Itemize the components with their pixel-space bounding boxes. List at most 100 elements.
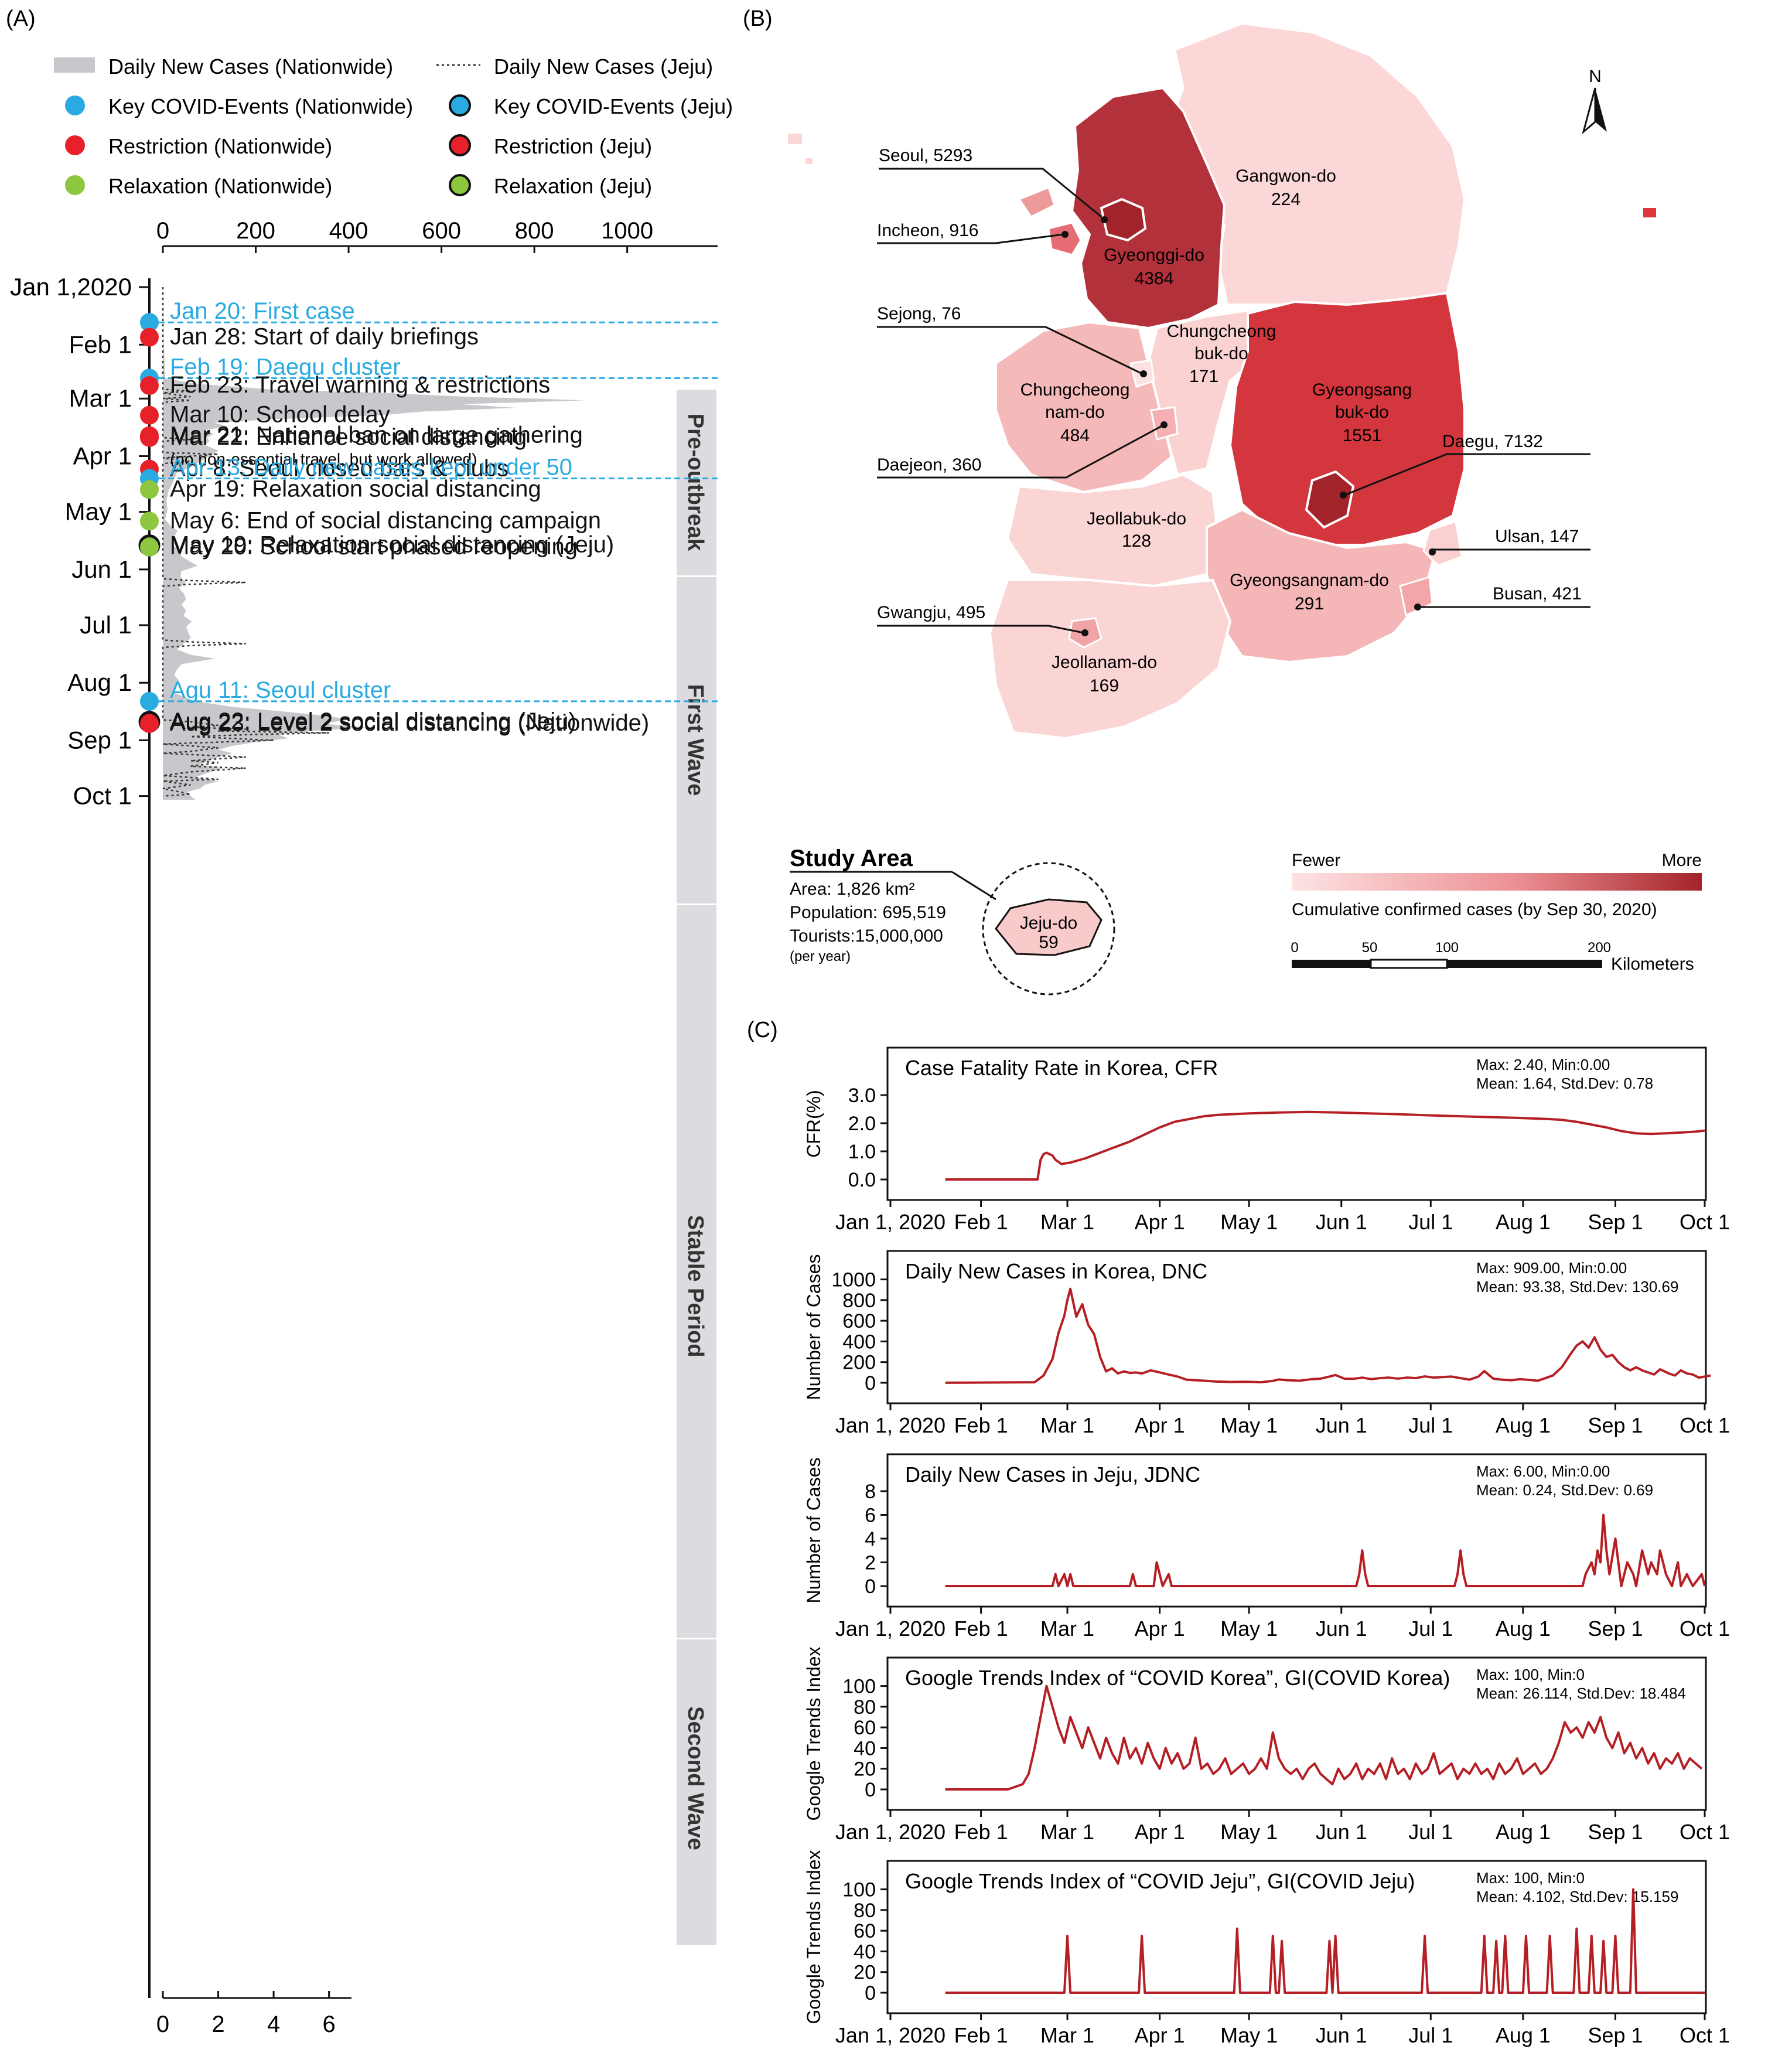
x-tick-label: Jan 1, 2020 xyxy=(835,1210,946,1234)
event-label: Feb 23: Travel warning & restrictions xyxy=(170,372,550,398)
label-chungbuk-2: buk-do xyxy=(1194,344,1248,363)
event-marker-relaxation xyxy=(140,480,159,499)
x-tick-label: Aug 1 xyxy=(1496,1413,1551,1437)
chart-stat-2: Mean: 93.38, Std.Dev: 130.69 xyxy=(1476,1278,1678,1295)
event-label: Feb 19: Daegu cluster xyxy=(170,354,401,380)
x-tick-label: Oct 1 xyxy=(1680,1820,1730,1844)
event-marker-restriction xyxy=(140,428,159,447)
x-tick-label: May 1 xyxy=(1220,2023,1278,2047)
phase-band-second-wave xyxy=(677,1639,716,1945)
x-tick-label: Feb 1 xyxy=(954,2023,1008,2047)
x-tick-label: Oct 1 xyxy=(1680,1210,1730,1234)
chart-stat-1: Max: 6.00, Min:0.00 xyxy=(1476,1462,1610,1480)
chart-frame xyxy=(886,1250,1707,1404)
top-axis-tick-label: 800 xyxy=(515,218,554,244)
x-tick-label: Sep 1 xyxy=(1588,1210,1643,1234)
event-label: Aug 23: Level 2 social distancing (Natio… xyxy=(170,710,649,736)
event-label: Jan 20: First case xyxy=(170,298,355,324)
legend-item-key-events-nationwide: Key COVID-Events (Nationwide) xyxy=(65,94,413,118)
y-tick-label: 40 xyxy=(854,1941,876,1963)
y-axis-label: Google Trends Index xyxy=(803,1646,824,1820)
phase-band-stable-period xyxy=(677,905,716,1638)
x-tick-label: Jul 1 xyxy=(1408,2023,1453,2047)
study-area: Study Area Area: 1,826 km² Population: 6… xyxy=(790,845,1115,995)
callout-dot xyxy=(1081,629,1088,636)
legend-label: Restriction (Jeju) xyxy=(494,134,652,158)
x-tick-label: Feb 1 xyxy=(954,1210,1008,1234)
study-area-area: Area: 1,826 km² xyxy=(790,879,914,899)
label-gangwon: Gangwon-do xyxy=(1235,166,1336,186)
callout-dot xyxy=(1429,548,1436,555)
panel-c-chart-4: Google Trends Index of “COVID Korea”, GI… xyxy=(803,1646,1730,1844)
value-gyeongnam: 291 xyxy=(1295,594,1324,613)
x-tick-label: Mar 1 xyxy=(1040,1210,1094,1234)
x-tick-label: Feb 1 xyxy=(954,1617,1008,1641)
panel-a-label: (A) xyxy=(6,6,36,31)
x-tick-label: May 1 xyxy=(1220,1210,1278,1234)
series-line xyxy=(945,1110,1705,1181)
y-axis-label: Google Trends Index xyxy=(803,1850,824,2024)
bottom-axis-tick-label: 4 xyxy=(267,2011,280,2037)
scale-bar-seg-3 xyxy=(1447,960,1602,968)
legend-high: More xyxy=(1662,851,1702,870)
x-tick-label: Jan 1, 2020 xyxy=(835,1820,946,1844)
value-chungnam: 484 xyxy=(1060,426,1090,445)
leader-line xyxy=(877,233,1064,244)
y-tick-label: 1000 xyxy=(831,1269,876,1291)
top-axis-tick-label: 400 xyxy=(329,218,368,244)
chart-stat-2: Mean: 26.114, Std.Dev: 18.484 xyxy=(1476,1685,1686,1702)
series-line xyxy=(945,1888,1705,1994)
incheon-island xyxy=(1018,186,1056,218)
x-tick-label: Oct 1 xyxy=(1680,1617,1730,1641)
y-tick-label: 2.0 xyxy=(848,1113,876,1135)
chart-stat-1: Max: 2.40, Min:0.00 xyxy=(1476,1056,1610,1073)
callout-dot xyxy=(1061,231,1069,238)
region-seoul xyxy=(1100,197,1147,242)
x-tick-label: Jun 1 xyxy=(1316,1210,1367,1234)
event-label: Agu 11: Seoul cluster xyxy=(170,677,391,703)
region-gyeonggi xyxy=(1070,86,1226,330)
phase-label-first-wave: First Wave xyxy=(683,684,708,796)
north-arrow-icon: N xyxy=(1582,67,1607,135)
y-tick-label: 100 xyxy=(842,1676,876,1698)
x-tick-label: Feb 1 xyxy=(954,1820,1008,1844)
scale-tick-0: 0 xyxy=(1291,940,1298,956)
value-jeonnam: 169 xyxy=(1090,676,1119,695)
x-tick-label: Sep 1 xyxy=(1588,2023,1643,2047)
x-tick-label: May 1 xyxy=(1220,1820,1278,1844)
timeline-date-label: Jul 1 xyxy=(80,611,132,639)
legend-item-restriction-nationwide: Restriction (Nationwide) xyxy=(65,134,332,158)
panel-a-legend: Daily New Cases (Nationwide) Daily New C… xyxy=(54,54,733,198)
event-marker-restriction xyxy=(140,714,159,733)
red-dot-icon xyxy=(65,135,85,155)
event-marker-key xyxy=(140,691,159,711)
x-tick-label: Jun 1 xyxy=(1316,1820,1367,1844)
y-axis-label: Number of Cases xyxy=(803,1458,824,1604)
x-tick-label: Sep 1 xyxy=(1588,1617,1643,1641)
y-tick-label: 20 xyxy=(854,1758,876,1781)
jeju-value: 59 xyxy=(1039,933,1058,952)
chart-stat-2: Mean: 1.64, Std.Dev: 0.78 xyxy=(1476,1075,1653,1092)
cyan-dot-outlined-icon xyxy=(449,94,471,117)
x-tick-label: Aug 1 xyxy=(1496,1210,1551,1234)
x-tick-label: Sep 1 xyxy=(1588,1820,1643,1844)
panel-c-chart-3: Daily New Cases in Jeju, JDNC Max: 6.00, … xyxy=(803,1453,1730,1641)
legend-gradient xyxy=(1292,873,1702,891)
x-tick-label: Jul 1 xyxy=(1408,1210,1453,1234)
callout-seoul: Seoul, 5293 xyxy=(879,146,1108,223)
label-chungbuk-1: Chungcheong xyxy=(1167,322,1276,341)
series-line xyxy=(945,1513,1706,1587)
scale-bar-seg-1 xyxy=(1292,960,1371,968)
region-jeonbuk xyxy=(1006,473,1220,588)
y-tick-label: 2 xyxy=(865,1552,876,1574)
y-tick-label: 100 xyxy=(842,1879,876,1901)
leader-line xyxy=(877,424,1165,479)
top-axis-tick-label: 600 xyxy=(422,218,461,244)
chart-stat-1: Max: 909.00, Min:0.00 xyxy=(1476,1259,1627,1277)
panel-b: (B) N xyxy=(743,6,1702,995)
event-label: Aug 22: Level 2 social distancing (Jeju) xyxy=(170,708,576,734)
y-tick-label: 4 xyxy=(865,1528,876,1550)
callout-dot xyxy=(1160,421,1168,428)
legend-item-jeju-line: Daily New Cases (Jeju) xyxy=(436,54,713,79)
red-dot-outlined-icon xyxy=(449,134,471,156)
